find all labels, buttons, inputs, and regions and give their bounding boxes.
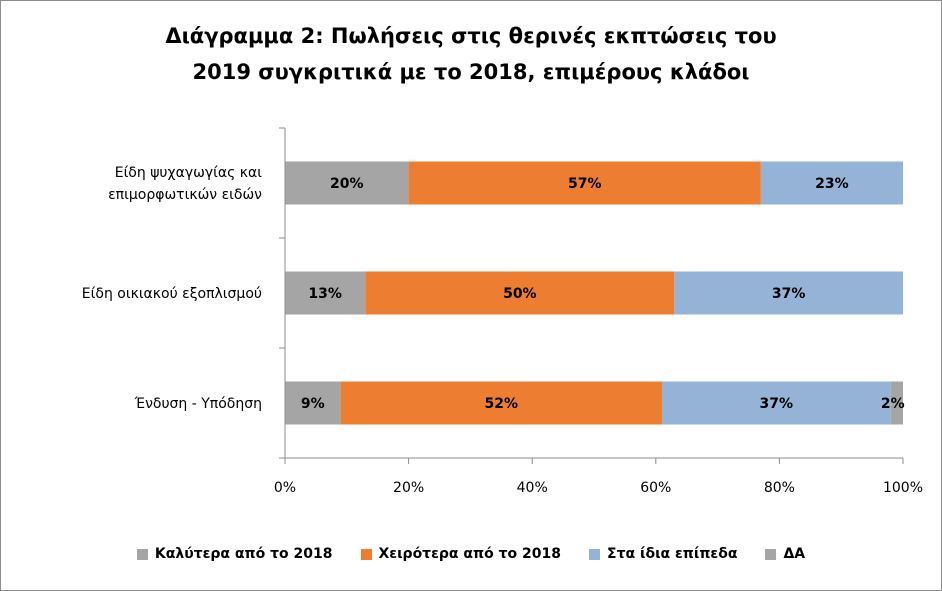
legend-entry: ΔΑ <box>765 546 805 562</box>
data-label: 13% <box>308 286 342 302</box>
legend-swatch <box>589 548 600 560</box>
legend-swatch <box>360 548 372 560</box>
bar-segment <box>285 271 366 315</box>
data-label: 2% <box>881 396 905 412</box>
data-label: 57% <box>568 176 602 192</box>
legend-label: Καλύτερα από το 2018 <box>154 546 333 562</box>
x-tick-label: 40% <box>517 480 548 496</box>
x-tick-label: 20% <box>393 480 424 496</box>
legend-entry: Χειρότερα από το 2018 <box>360 546 562 562</box>
bar-segment <box>760 161 903 205</box>
legend-label: Χειρότερα από το 2018 <box>378 546 562 562</box>
chart-title-line-1: Διάγραμμα 2: Πωλήσεις στις θερινές εκπτώ… <box>165 24 777 48</box>
bar-segment <box>890 381 903 425</box>
data-label: 52% <box>485 396 519 412</box>
chart-title-line-2: 2019 συγκριτικά με το 2018, επιμέρους κλ… <box>192 60 750 84</box>
bar-segment <box>408 161 761 205</box>
x-tick-label: 0% <box>274 480 296 496</box>
data-label: 37% <box>760 396 794 412</box>
legend-entry: Καλύτερα από το 2018 <box>136 546 333 562</box>
data-label: 23% <box>815 176 849 192</box>
x-tick-label: 80% <box>764 480 795 496</box>
legend-swatch <box>765 548 777 560</box>
bar-segment <box>340 381 662 425</box>
data-label: 50% <box>503 286 537 302</box>
data-label: 20% <box>330 176 364 192</box>
legend: Καλύτερα από το 2018 Χειρότερα από το 201… <box>0 546 942 562</box>
legend-entry: Στα ίδια επίπεδα <box>589 546 737 562</box>
x-tick-label: 60% <box>640 480 671 496</box>
category-label: Ένδυση - Υπόδηση <box>134 396 262 412</box>
x-tick-label: 100% <box>883 480 923 496</box>
legend-swatch <box>136 548 148 560</box>
data-label: 9% <box>301 396 325 412</box>
bar-segment <box>285 161 409 205</box>
bar-segment <box>674 271 903 315</box>
bar-segment <box>365 271 675 315</box>
category-label: Είδη ψυχαγωγίας και <box>115 165 263 181</box>
bar-segment <box>285 381 341 425</box>
category-label: Είδη οικιακού εξοπλισμού <box>82 286 262 302</box>
legend-label: Στα ίδια επίπεδα <box>607 546 738 562</box>
category-label: επιμορφωτικών ειδών <box>108 187 262 203</box>
bar-segment <box>661 381 891 425</box>
legend-label: ΔΑ <box>783 546 806 562</box>
data-label: 37% <box>772 286 806 302</box>
